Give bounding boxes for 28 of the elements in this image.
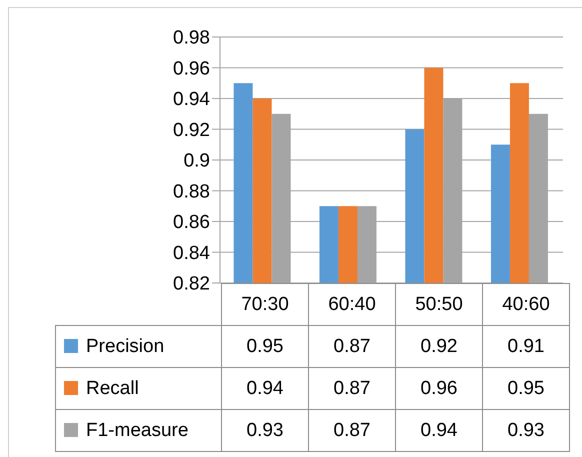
data-label: 0.92 xyxy=(396,326,482,368)
y-tick-label: 0.94 xyxy=(173,89,210,110)
y-tick-label: 0.92 xyxy=(173,120,210,141)
legend-label: Recall xyxy=(56,368,222,410)
data-label: 0.87 xyxy=(308,326,396,368)
x-tick-label: 60:40 xyxy=(308,284,396,326)
x-tick-label: 70:30 xyxy=(222,284,308,326)
y-tick-label: 0.9 xyxy=(184,150,210,172)
data-label: 0.87 xyxy=(308,410,396,452)
y-tick-label: 0.84 xyxy=(173,242,210,264)
x-tick-label: 40:60 xyxy=(482,284,570,326)
x-tick-label: 50:50 xyxy=(396,284,482,326)
data-label: 0.93 xyxy=(482,410,570,452)
data-label: 0.87 xyxy=(308,368,396,410)
legend-label: Precision xyxy=(56,326,222,368)
data-label: 0.96 xyxy=(396,368,482,410)
data-label: 0.95 xyxy=(482,368,570,410)
y-tick-label: 0.98 xyxy=(173,28,210,49)
data-label: 0.94 xyxy=(396,410,482,452)
y-tick-label: 0.88 xyxy=(173,181,210,202)
data-label: 0.94 xyxy=(222,368,308,410)
data-label: 0.93 xyxy=(222,410,308,452)
data-label: 0.91 xyxy=(482,326,570,368)
legend-label: F1-measure xyxy=(56,410,222,452)
y-tick-label: 0.96 xyxy=(173,58,210,80)
y-tick-label: 0.82 xyxy=(173,274,210,295)
data-label: 0.95 xyxy=(222,326,308,368)
y-tick-label: 0.86 xyxy=(173,212,210,234)
